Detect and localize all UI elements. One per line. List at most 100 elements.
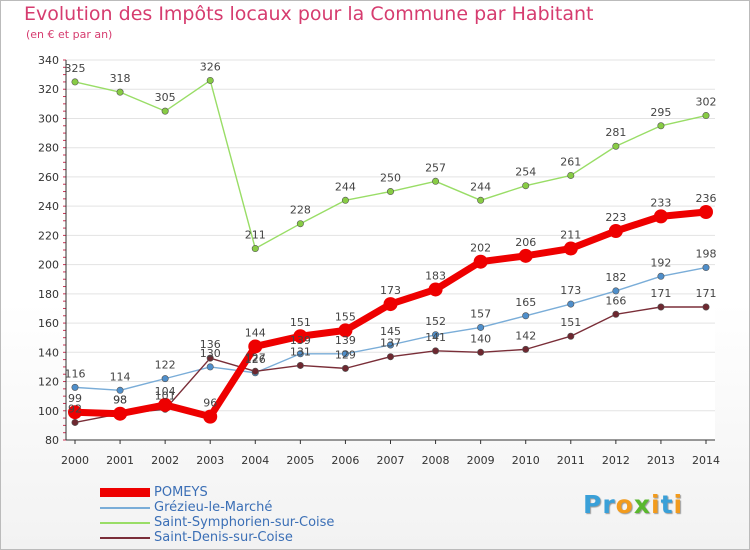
logo-letter: x	[633, 490, 651, 519]
data-label: 127	[245, 351, 266, 364]
y-tick-label: 80	[45, 434, 59, 447]
data-label: 244	[335, 180, 356, 193]
data-label: 318	[110, 72, 131, 85]
x-tick-label: 2008	[422, 454, 450, 467]
data-point	[386, 353, 394, 361]
y-tick-label: 260	[38, 171, 59, 184]
data-label: 192	[650, 256, 671, 269]
data-point	[341, 364, 349, 372]
data-label: 325	[65, 62, 86, 75]
data-point	[522, 182, 530, 190]
y-tick-label: 220	[38, 229, 59, 242]
legend-label: POMEYS	[154, 485, 208, 500]
legend-swatch	[100, 506, 150, 509]
chart-legend: POMEYS Grézieu-le-Marché Saint-Symphorien-…	[100, 485, 334, 545]
legend-swatch	[100, 488, 150, 497]
data-label: 99	[68, 392, 82, 405]
x-tick-label: 2009	[467, 454, 495, 467]
data-label: 254	[515, 166, 536, 179]
data-label: 141	[425, 331, 446, 344]
data-point	[251, 367, 259, 375]
data-point	[158, 397, 173, 412]
data-label: 171	[696, 287, 717, 300]
data-label: 126	[245, 353, 266, 366]
data-point	[477, 196, 485, 204]
data-point	[161, 375, 169, 383]
data-point	[657, 122, 665, 130]
data-point	[702, 303, 710, 311]
data-point	[432, 347, 440, 355]
data-label: 131	[290, 345, 311, 358]
data-point	[206, 76, 214, 84]
data-label: 233	[650, 196, 671, 209]
data-point	[657, 272, 665, 280]
logo-letter: t	[660, 490, 674, 519]
data-label: 302	[696, 96, 717, 109]
legend-item: Saint-Denis-sur-Coise	[100, 530, 334, 545]
data-point	[293, 329, 308, 344]
y-tick-label: 140	[38, 346, 59, 359]
data-point	[702, 112, 710, 120]
data-label: 198	[696, 248, 717, 261]
data-point	[653, 209, 668, 224]
data-point	[657, 303, 665, 311]
data-label: 139	[335, 334, 356, 347]
y-tick-label: 200	[38, 259, 59, 272]
y-tick-label: 320	[38, 83, 59, 96]
data-point	[248, 339, 263, 354]
data-point	[612, 142, 620, 150]
legend-item: POMEYS	[100, 485, 334, 500]
data-point	[518, 248, 533, 263]
data-label: 114	[110, 370, 131, 383]
data-label: 145	[380, 325, 401, 338]
data-point	[71, 383, 79, 391]
data-point	[567, 171, 575, 179]
data-point	[432, 331, 440, 339]
logo-letter: r	[602, 490, 616, 519]
data-label: 244	[470, 180, 491, 193]
legend-label: Grézieu-le-Marché	[154, 500, 273, 515]
data-label: 104	[155, 385, 176, 398]
legend-swatch	[100, 521, 150, 524]
data-point	[206, 354, 214, 362]
data-label: 139	[290, 334, 311, 347]
chart-subtitle: (en € et par an)	[26, 28, 113, 41]
logo-letter: i	[651, 490, 661, 519]
x-tick-label: 2003	[196, 454, 224, 467]
data-label: 96	[203, 397, 217, 410]
x-tick-label: 2002	[151, 454, 179, 467]
data-point	[567, 332, 575, 340]
legend-label: Saint-Symphorien-sur-Coise	[154, 515, 335, 530]
data-point	[702, 264, 710, 272]
data-point	[386, 341, 394, 349]
data-label: 183	[425, 269, 446, 282]
data-label: 155	[335, 310, 356, 323]
data-label: 223	[605, 211, 626, 224]
x-tick-label: 2014	[692, 454, 720, 467]
data-label: 228	[290, 204, 311, 217]
legend-item: Saint-Symphorien-sur-Coise	[100, 515, 334, 530]
data-label: 140	[470, 332, 491, 345]
data-point	[338, 323, 353, 338]
data-label: 142	[515, 329, 536, 342]
data-label: 165	[515, 296, 536, 309]
data-label: 236	[696, 192, 717, 205]
data-label: 130	[200, 347, 221, 360]
logo-letter: o	[615, 490, 634, 519]
data-point	[522, 345, 530, 353]
data-label: 206	[515, 236, 536, 249]
data-label: 211	[245, 229, 266, 242]
x-tick-label: 2005	[286, 454, 314, 467]
data-point	[386, 188, 394, 196]
x-tick-label: 2004	[241, 454, 269, 467]
data-point	[296, 220, 304, 228]
data-point	[116, 88, 124, 96]
x-tick-label: 2012	[602, 454, 630, 467]
data-label: 122	[155, 359, 176, 372]
data-label: 305	[155, 91, 176, 104]
data-point	[71, 78, 79, 86]
data-label: 281	[605, 126, 626, 139]
data-point	[161, 107, 169, 115]
data-label: 151	[560, 316, 581, 329]
data-label: 116	[65, 367, 86, 380]
